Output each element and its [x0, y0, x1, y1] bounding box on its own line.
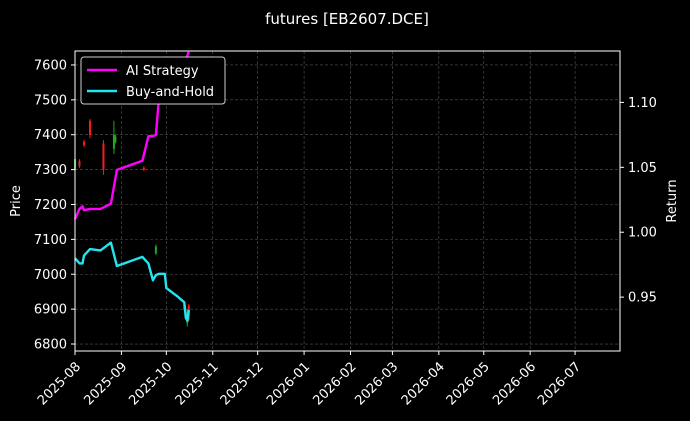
candle-body-6	[114, 136, 117, 142]
legend-label-ai-strategy: AI Strategy	[126, 64, 199, 79]
y2-axis-label: Return	[665, 179, 680, 222]
y2-tick-label-1.10: 1.10	[628, 96, 657, 111]
candle-body-2	[82, 141, 85, 146]
candle-body-1	[78, 160, 81, 167]
candle-body-7	[142, 167, 145, 170]
y-axis-label: Price	[9, 185, 24, 217]
chart-title: futures [EB2607.DCE]	[265, 10, 429, 28]
y-tick-label-7300: 7300	[34, 163, 67, 178]
candle-body-3	[88, 120, 91, 135]
y2-tick-label-0.95: 0.95	[628, 291, 657, 306]
y2-tick-label-1.05: 1.05	[628, 161, 657, 176]
y-tick-label-7100: 7100	[34, 233, 67, 248]
y-tick-label-7500: 7500	[34, 93, 67, 108]
candle-body-5	[112, 134, 115, 149]
y-axis-left: 6800 6900 7000 7100 7200 7300 7400 7500 7600	[34, 58, 75, 353]
legend: AI Strategy Buy-and-Hold	[80, 56, 226, 105]
y-axis-right: 0.95 1.00 1.05 1.10	[620, 96, 657, 306]
series-line-buy-and-hold	[74, 241, 190, 322]
y-tick-label-7600: 7600	[34, 58, 67, 73]
candle-body-4	[102, 143, 105, 170]
candle-body-8	[154, 246, 157, 254]
y2-tick-label-1.00: 1.00	[628, 226, 657, 241]
y-tick-label-7400: 7400	[34, 128, 67, 143]
plot-frame	[74, 50, 621, 352]
legend-label-buy-and-hold: Buy-and-Hold	[126, 85, 214, 100]
y-tick-label-6800: 6800	[34, 338, 67, 353]
y-tick-label-7200: 7200	[34, 198, 67, 213]
y-tick-label-6900: 6900	[34, 303, 67, 318]
y-tick-label-7000: 7000	[34, 268, 67, 283]
